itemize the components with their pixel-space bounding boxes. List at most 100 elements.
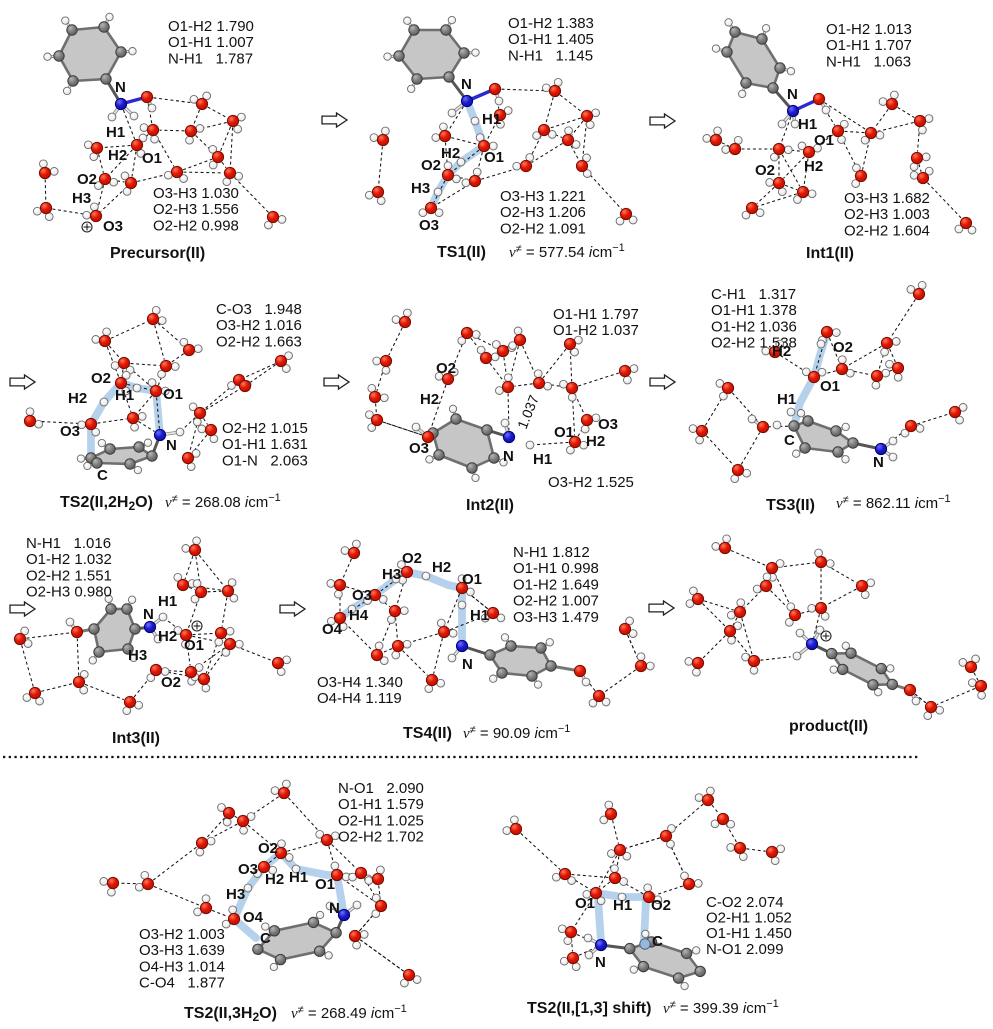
svg-text:O2: O2 bbox=[755, 162, 775, 179]
svg-text:N-H1 1.787: N-H1 1.787 bbox=[168, 50, 253, 67]
svg-text:ν≠ = 862.11 icm−1: ν≠ = 862.11 icm−1 bbox=[836, 493, 951, 512]
svg-text:C: C bbox=[260, 930, 271, 947]
svg-text:TS1(II): TS1(II) bbox=[437, 244, 486, 261]
svg-text:O2-H3 0.980: O2-H3 0.980 bbox=[26, 584, 112, 601]
svg-text:O1-H1 1.405: O1-H1 1.405 bbox=[508, 31, 594, 48]
svg-text:O2: O2 bbox=[258, 840, 278, 857]
svg-text:O1-N 2.063: O1-N 2.063 bbox=[222, 452, 308, 469]
svg-text:O2: O2 bbox=[651, 897, 671, 914]
svg-text:H4: H4 bbox=[349, 607, 369, 624]
svg-text:N: N bbox=[787, 86, 798, 103]
svg-text:O2: O2 bbox=[833, 339, 853, 356]
svg-text:ν≠ = 268.08 icm−1: ν≠ = 268.08 icm−1 bbox=[165, 492, 281, 511]
svg-text:H2: H2 bbox=[108, 147, 127, 164]
svg-text:O1-H2 1.383: O1-H2 1.383 bbox=[508, 15, 594, 32]
svg-text:H1: H1 bbox=[482, 111, 501, 128]
svg-text:O1: O1 bbox=[484, 149, 504, 166]
svg-text:O3-H3 1.639: O3-H3 1.639 bbox=[139, 942, 225, 959]
svg-text:O3: O3 bbox=[352, 587, 372, 604]
svg-text:N-H1 1.063: N-H1 1.063 bbox=[826, 53, 911, 70]
svg-text:ν≠ = 90.09 icm−1: ν≠ = 90.09 icm−1 bbox=[463, 723, 570, 742]
svg-text:O3-H4 1.340: O3-H4 1.340 bbox=[317, 674, 403, 691]
svg-text:O3-H3 1.479: O3-H3 1.479 bbox=[513, 609, 599, 626]
svg-text:O1-H1 1.797: O1-H1 1.797 bbox=[553, 306, 639, 323]
svg-text:C-H1 1.317: C-H1 1.317 bbox=[711, 286, 796, 303]
svg-text:O4-H3 1.014: O4-H3 1.014 bbox=[139, 958, 225, 975]
svg-text:TS4(II): TS4(II) bbox=[403, 725, 452, 742]
svg-text:H1: H1 bbox=[289, 869, 308, 886]
svg-text:H3: H3 bbox=[226, 886, 245, 903]
svg-text:C-O2 2.074: C-O2 2.074 bbox=[706, 894, 784, 911]
svg-text:N-O1 2.090: N-O1 2.090 bbox=[338, 780, 424, 797]
svg-text:O1: O1 bbox=[820, 378, 840, 395]
svg-text:N: N bbox=[873, 454, 884, 471]
svg-text:O4: O4 bbox=[322, 621, 343, 638]
svg-text:O2-H1 1.052: O2-H1 1.052 bbox=[706, 910, 792, 927]
svg-text:H3: H3 bbox=[411, 180, 430, 197]
svg-text:C: C bbox=[652, 933, 663, 950]
svg-text:O1-H1 1.579: O1-H1 1.579 bbox=[338, 796, 424, 813]
svg-text:O1-H2 1.013: O1-H2 1.013 bbox=[826, 21, 912, 38]
svg-text:N: N bbox=[462, 656, 473, 673]
svg-text:H1: H1 bbox=[470, 607, 489, 624]
svg-text:N: N bbox=[461, 76, 472, 93]
svg-text:O1-H1 1.707: O1-H1 1.707 bbox=[826, 37, 912, 54]
svg-text:H2: H2 bbox=[441, 145, 460, 162]
svg-text:H1: H1 bbox=[777, 391, 796, 408]
svg-text:N-O1 2.099: N-O1 2.099 bbox=[706, 941, 784, 958]
svg-text:O1: O1 bbox=[315, 876, 335, 893]
svg-text:O3: O3 bbox=[419, 217, 439, 234]
svg-text:O3: O3 bbox=[409, 440, 429, 457]
svg-text:O1: O1 bbox=[142, 150, 162, 167]
svg-text:TS2(II,[1,3] shift): TS2(II,[1,3] shift) bbox=[527, 1000, 651, 1017]
svg-text:N: N bbox=[143, 606, 154, 623]
svg-text:O2: O2 bbox=[161, 674, 181, 691]
svg-text:H1: H1 bbox=[533, 451, 552, 468]
svg-text:N: N bbox=[503, 448, 514, 465]
svg-text:O2: O2 bbox=[436, 360, 456, 377]
svg-text:O1: O1 bbox=[184, 637, 204, 654]
svg-text:N-H1 1.812: N-H1 1.812 bbox=[513, 544, 590, 561]
svg-text:O2-H2 1.538: O2-H2 1.538 bbox=[711, 335, 797, 352]
svg-text:O2-H2 1.702: O2-H2 1.702 bbox=[338, 829, 424, 846]
svg-text:H2: H2 bbox=[432, 559, 451, 576]
svg-text:O1-H2 1.037: O1-H2 1.037 bbox=[553, 322, 639, 339]
svg-text:O1: O1 bbox=[163, 386, 183, 403]
svg-text:O3-H3 1.682: O3-H3 1.682 bbox=[844, 190, 930, 207]
svg-text:H2: H2 bbox=[68, 390, 87, 407]
svg-text:H2: H2 bbox=[265, 871, 284, 888]
svg-text:O3: O3 bbox=[103, 218, 123, 235]
svg-text:C: C bbox=[784, 432, 795, 449]
svg-text:O3-H3 1.221: O3-H3 1.221 bbox=[500, 188, 586, 205]
svg-text:H1: H1 bbox=[115, 387, 134, 404]
svg-text:O1-H2 1.036: O1-H2 1.036 bbox=[711, 318, 797, 335]
svg-text:O2-H3 1.556: O2-H3 1.556 bbox=[153, 201, 239, 218]
svg-text:N: N bbox=[166, 437, 177, 454]
svg-text:O2-H1 1.025: O2-H1 1.025 bbox=[338, 812, 424, 829]
svg-text:C-O4 1.877: C-O4 1.877 bbox=[139, 975, 225, 992]
svg-text:O3: O3 bbox=[60, 423, 80, 440]
svg-text:O3-H3 1.030: O3-H3 1.030 bbox=[153, 185, 239, 202]
svg-text:N: N bbox=[595, 954, 606, 971]
svg-text:O2-H2 1.015: O2-H2 1.015 bbox=[222, 420, 308, 437]
svg-text:C: C bbox=[97, 467, 108, 484]
svg-text:H1: H1 bbox=[158, 593, 177, 610]
svg-text:H3: H3 bbox=[128, 647, 147, 664]
svg-text:O3-H2 1.016: O3-H2 1.016 bbox=[216, 317, 302, 334]
svg-text:O3: O3 bbox=[238, 861, 258, 878]
svg-text:C-O3 1.948: C-O3 1.948 bbox=[216, 301, 302, 318]
svg-text:O4-H4 1.119: O4-H4 1.119 bbox=[317, 690, 402, 707]
svg-text:H1: H1 bbox=[106, 124, 125, 141]
svg-text:ν≠ = 268.49 icm−1: ν≠ = 268.49 icm−1 bbox=[291, 1003, 407, 1022]
svg-text:ν≠ = 399.39 icm−1: ν≠ = 399.39 icm−1 bbox=[663, 998, 779, 1017]
svg-text:H1: H1 bbox=[798, 116, 817, 133]
svg-text:H2: H2 bbox=[804, 158, 823, 175]
svg-text:O1: O1 bbox=[814, 132, 834, 149]
svg-text:H2: H2 bbox=[420, 391, 439, 408]
svg-text:O2-H2 1.551: O2-H2 1.551 bbox=[26, 567, 112, 584]
svg-text:O1: O1 bbox=[462, 571, 482, 588]
svg-text:O1-H1 1.450: O1-H1 1.450 bbox=[706, 925, 792, 942]
svg-text:O2-H3 1.206: O2-H3 1.206 bbox=[500, 204, 586, 221]
svg-text:product(II): product(II) bbox=[789, 718, 868, 735]
svg-text:O2-H2 1.604: O2-H2 1.604 bbox=[844, 222, 930, 239]
